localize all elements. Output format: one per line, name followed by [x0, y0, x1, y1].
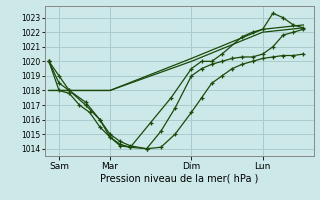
X-axis label: Pression niveau de la mer( hPa ): Pression niveau de la mer( hPa ): [100, 173, 258, 183]
